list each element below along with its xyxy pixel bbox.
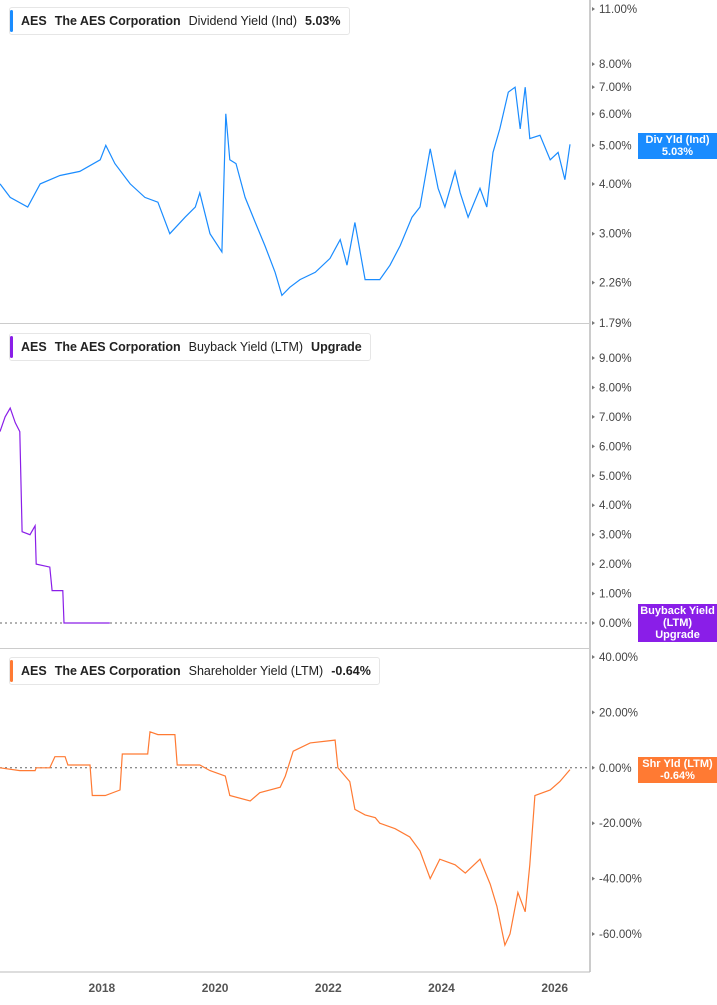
legend-dividend-yield[interactable]: AES The AES Corporation Dividend Yield (… <box>9 7 350 35</box>
y-tick-mark <box>592 821 595 826</box>
y-tick-label: 7.00% <box>599 82 632 94</box>
legend-metric: Dividend Yield (Ind) <box>188 14 298 28</box>
y-tick-label: 1.00% <box>599 589 632 601</box>
y-tick-label: 0.00% <box>599 618 632 630</box>
y-tick-mark <box>592 414 595 419</box>
y-tick-label: -60.00% <box>599 929 642 941</box>
x-tick-label: 2022 <box>315 981 342 995</box>
legend-ticker: AES <box>21 14 47 28</box>
tag-value: Upgrade <box>655 629 700 641</box>
tag-label: Buyback Yield (LTM) <box>640 605 715 629</box>
value-tag-buyback: Buyback Yield (LTM) Upgrade <box>638 604 717 642</box>
series-line-2 <box>0 730 571 948</box>
y-tick-mark <box>592 111 595 116</box>
y-tick-mark <box>592 591 595 596</box>
legend-company: The AES Corporation <box>54 340 181 354</box>
y-tick-mark <box>592 181 595 186</box>
series-line-1 <box>0 406 110 624</box>
y-tick-label: 9.00% <box>599 353 632 365</box>
x-tick-label: 2026 <box>541 981 568 995</box>
y-tick-label: 2.00% <box>599 559 632 571</box>
legend-ticker: AES <box>21 340 47 354</box>
series-line-0 <box>0 86 571 297</box>
tag-value: -0.64% <box>660 770 695 782</box>
y-tick-label: 40.00% <box>599 652 638 664</box>
y-tick-mark <box>592 143 595 148</box>
y-tick-label: 5.00% <box>599 471 632 483</box>
y-tick-label: -40.00% <box>599 874 642 886</box>
legend-value[interactable]: Upgrade <box>311 340 362 354</box>
y-tick-label: 4.00% <box>599 500 632 512</box>
y-tick-label: 5.00% <box>599 140 632 152</box>
y-tick-mark <box>592 321 595 325</box>
x-tick-label: 2018 <box>89 981 116 995</box>
legend-color-bar <box>10 660 13 682</box>
tag-value: 5.03% <box>661 146 694 158</box>
legend-ticker: AES <box>21 664 47 678</box>
y-tick-mark <box>592 7 595 11</box>
legend-metric: Shareholder Yield (LTM) <box>188 664 324 678</box>
y-tick-mark <box>592 532 595 537</box>
legend-metric: Buyback Yield (LTM) <box>188 340 304 354</box>
x-tick-label: 2024 <box>428 981 455 995</box>
legend-value: -0.64% <box>331 664 371 678</box>
y-tick-label: 0.00% <box>599 763 632 775</box>
y-tick-label: 6.00% <box>599 441 632 453</box>
y-tick-label: 11.00% <box>599 4 637 16</box>
y-tick-label: 3.00% <box>599 530 632 542</box>
value-tag-dividend: Div Yld (Ind) 5.03% <box>638 133 717 159</box>
legend-color-bar <box>10 10 13 32</box>
y-tick-label: -20.00% <box>599 818 642 830</box>
tag-label: Shr Yld (LTM) <box>642 758 713 770</box>
value-tag-shareholder: Shr Yld (LTM) -0.64% <box>638 757 717 783</box>
y-tick-mark <box>592 444 595 449</box>
y-tick-label: 2.26% <box>599 278 632 290</box>
legend-shareholder-yield[interactable]: AES The AES Corporation Shareholder Yiel… <box>9 657 380 685</box>
y-tick-mark <box>592 385 595 390</box>
y-tick-mark <box>592 655 595 659</box>
y-tick-label: 3.00% <box>599 229 632 241</box>
y-tick-mark <box>592 621 595 625</box>
y-tick-label: 6.00% <box>599 109 632 121</box>
y-tick-mark <box>592 231 595 236</box>
y-tick-mark <box>592 876 595 881</box>
y-tick-mark <box>592 765 595 770</box>
tag-label: Div Yld (Ind) <box>645 134 710 146</box>
y-tick-mark <box>592 473 595 478</box>
y-tick-mark <box>592 280 595 285</box>
y-tick-mark <box>592 85 595 90</box>
legend-company: The AES Corporation <box>54 664 181 678</box>
y-tick-mark <box>592 710 595 715</box>
y-tick-label: 20.00% <box>599 707 638 719</box>
y-tick-label: 7.00% <box>599 412 632 424</box>
legend-color-bar <box>10 336 13 358</box>
legend-value: 5.03% <box>305 14 341 28</box>
y-tick-mark <box>592 503 595 508</box>
y-tick-label: 8.00% <box>599 382 632 394</box>
x-tick-label: 2020 <box>202 981 229 995</box>
y-tick-mark <box>592 356 595 360</box>
legend-company: The AES Corporation <box>54 14 181 28</box>
y-tick-label: 1.79% <box>599 318 632 330</box>
y-tick-label: 4.00% <box>599 179 632 191</box>
y-tick-label: 8.00% <box>599 59 632 71</box>
legend-buyback-yield[interactable]: AES The AES Corporation Buyback Yield (L… <box>9 333 371 361</box>
y-tick-mark <box>592 562 595 567</box>
y-tick-mark <box>592 932 595 936</box>
y-tick-mark <box>592 62 595 67</box>
